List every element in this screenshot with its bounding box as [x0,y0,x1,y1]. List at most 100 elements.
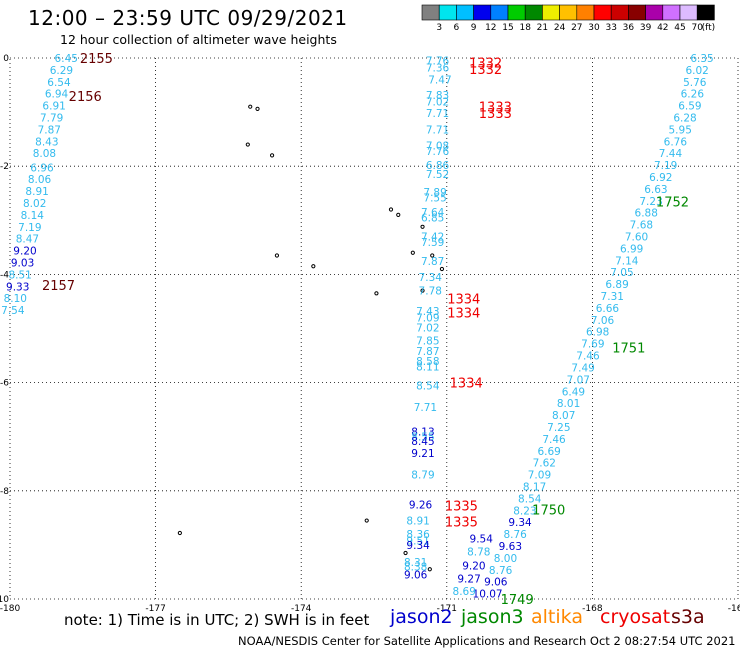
colorbar-tick-label: 6 [454,23,460,33]
time-label: 1335 [445,516,478,531]
time-label: 1334 [450,377,483,392]
plot-frame [9,57,739,600]
mission-label-altika: altika [531,606,583,628]
time-label: 2155 [80,52,113,67]
colorbar-tick-label: 12 [485,23,496,33]
time-label: 2157 [42,279,75,294]
wave-height-label: 8.06 [28,174,52,186]
colorbar-tick-label: 36 [623,23,635,33]
wave-height-label: 9.51 [406,536,429,548]
wave-height-label: 6.49 [562,386,585,398]
wave-height-label: 7.89 [423,187,446,199]
wave-height-label: 6.99 [620,243,643,255]
wave-height-label: 7.05 [610,267,633,279]
wave-height-label: 6.26 [681,89,705,101]
wave-height-label: 9.03 [11,257,34,269]
wave-height-label: 6.91 [42,101,65,113]
wave-height-label: 6.92 [649,172,672,184]
wave-height-label: 8.55 [411,432,434,444]
colorbar-swatch [679,4,698,21]
time-label: 1334 [447,293,480,308]
colorbar-swatch [593,4,612,21]
colorbar-tick-label: 70 [691,23,703,33]
wave-height-label: 8.58 [416,356,439,368]
time-label: 1335 [445,499,478,514]
island-marker [439,266,445,272]
wave-height-label: 7.02 [426,96,449,108]
credit-line: NOAA/NESDIS Center for Satellite Applica… [238,634,736,648]
wave-height-label: 7.06 [591,315,615,327]
time-label: 1751 [612,341,645,356]
wave-height-label: 7.78 [419,286,442,298]
wave-height-label: 8.69 [453,586,476,598]
island-marker [255,106,260,111]
wave-height-label: 8.36 [406,529,430,541]
wave-height-label: 7.08 [426,141,449,153]
wave-height-label: 10.07 [473,589,503,601]
wave-height-label: 9.26 [409,499,433,511]
y-tick-label: -6 [0,379,9,389]
island-marker [403,550,408,556]
wave-height-label: 9.20 [13,246,36,258]
wave-height-label: 7.76 [426,56,450,68]
mission-label-jason3: jason3 [461,606,524,628]
wave-height-label: 7.79 [40,113,63,125]
colorbar-tick-label: 45 [674,23,685,33]
island-marker [364,518,369,523]
x-tick-label: -168 [582,604,603,614]
wave-height-label: 6.69 [537,446,560,458]
colorbar-swatch [456,4,474,21]
wave-height-label: 8.54 [416,380,440,392]
wave-height-label: 6.85 [421,213,444,225]
y-tick-label: 0 [3,54,9,64]
wave-height-label: 9.54 [470,533,494,545]
wave-height-label: 8.08 [33,148,56,160]
wave-height-label: 6.45 [55,53,78,65]
wave-height-label: 6.63 [644,184,667,196]
wave-height-label: 8.07 [552,410,575,422]
wave-height-label: 7.49 [571,362,594,374]
wave-height-label: 7.25 [547,422,570,434]
wave-height-label: 6.54 [47,77,71,89]
wave-height-label: 9.20 [462,560,485,572]
island-marker [410,250,415,255]
colorbar-tick-label: 24 [554,23,566,33]
wave-height-label: 9.34 [508,517,532,529]
colorbar-swatch [559,4,578,21]
wave-height-label: 7.62 [533,458,556,470]
island-marker [396,212,401,217]
mission-label-jason2: jason2 [390,606,453,628]
wave-height-label: 6.89 [605,279,628,291]
wave-height-label: 7.83 [426,90,449,102]
y-tick-label: -2 [0,162,9,172]
y-tick-label: -10 [0,595,9,605]
wave-height-label: 6.96 [30,162,54,174]
colorbar-tick-label: 18 [519,23,531,33]
wave-height-label: 8.47 [16,234,39,246]
colorbar-tick-label: 15 [502,23,513,33]
mission-label-s3a: s3a [671,606,705,628]
colorbar-tick-label: 21 [537,23,548,33]
island-marker [427,567,432,572]
colorbar-swatch [490,4,509,21]
y-tick-label: -4 [0,270,9,280]
time-label: 1750 [532,504,565,519]
wave-height-label: 6.66 [596,303,620,315]
island-marker [374,291,379,296]
colorbar-swatch [524,4,543,21]
wave-height-label: 6.28 [673,113,696,125]
mission-label-cryosat: cryosat [600,606,671,628]
colorbar-swatch [507,4,526,21]
wave-height-label: 7.44 [659,148,683,160]
subtitle: 12 hour collection of altimeter wave hei… [60,32,337,47]
wave-height-label: 6.35 [690,53,713,65]
island-marker [420,224,425,229]
wave-height-label: 8.01 [557,398,580,410]
wave-height-label: 9.06 [484,577,508,589]
wave-height-label: 9.21 [411,448,434,460]
x-tick-label: -165 [728,604,740,614]
wave-height-label: 8.14 [21,210,45,222]
wave-height-label: 7.42 [421,232,444,244]
